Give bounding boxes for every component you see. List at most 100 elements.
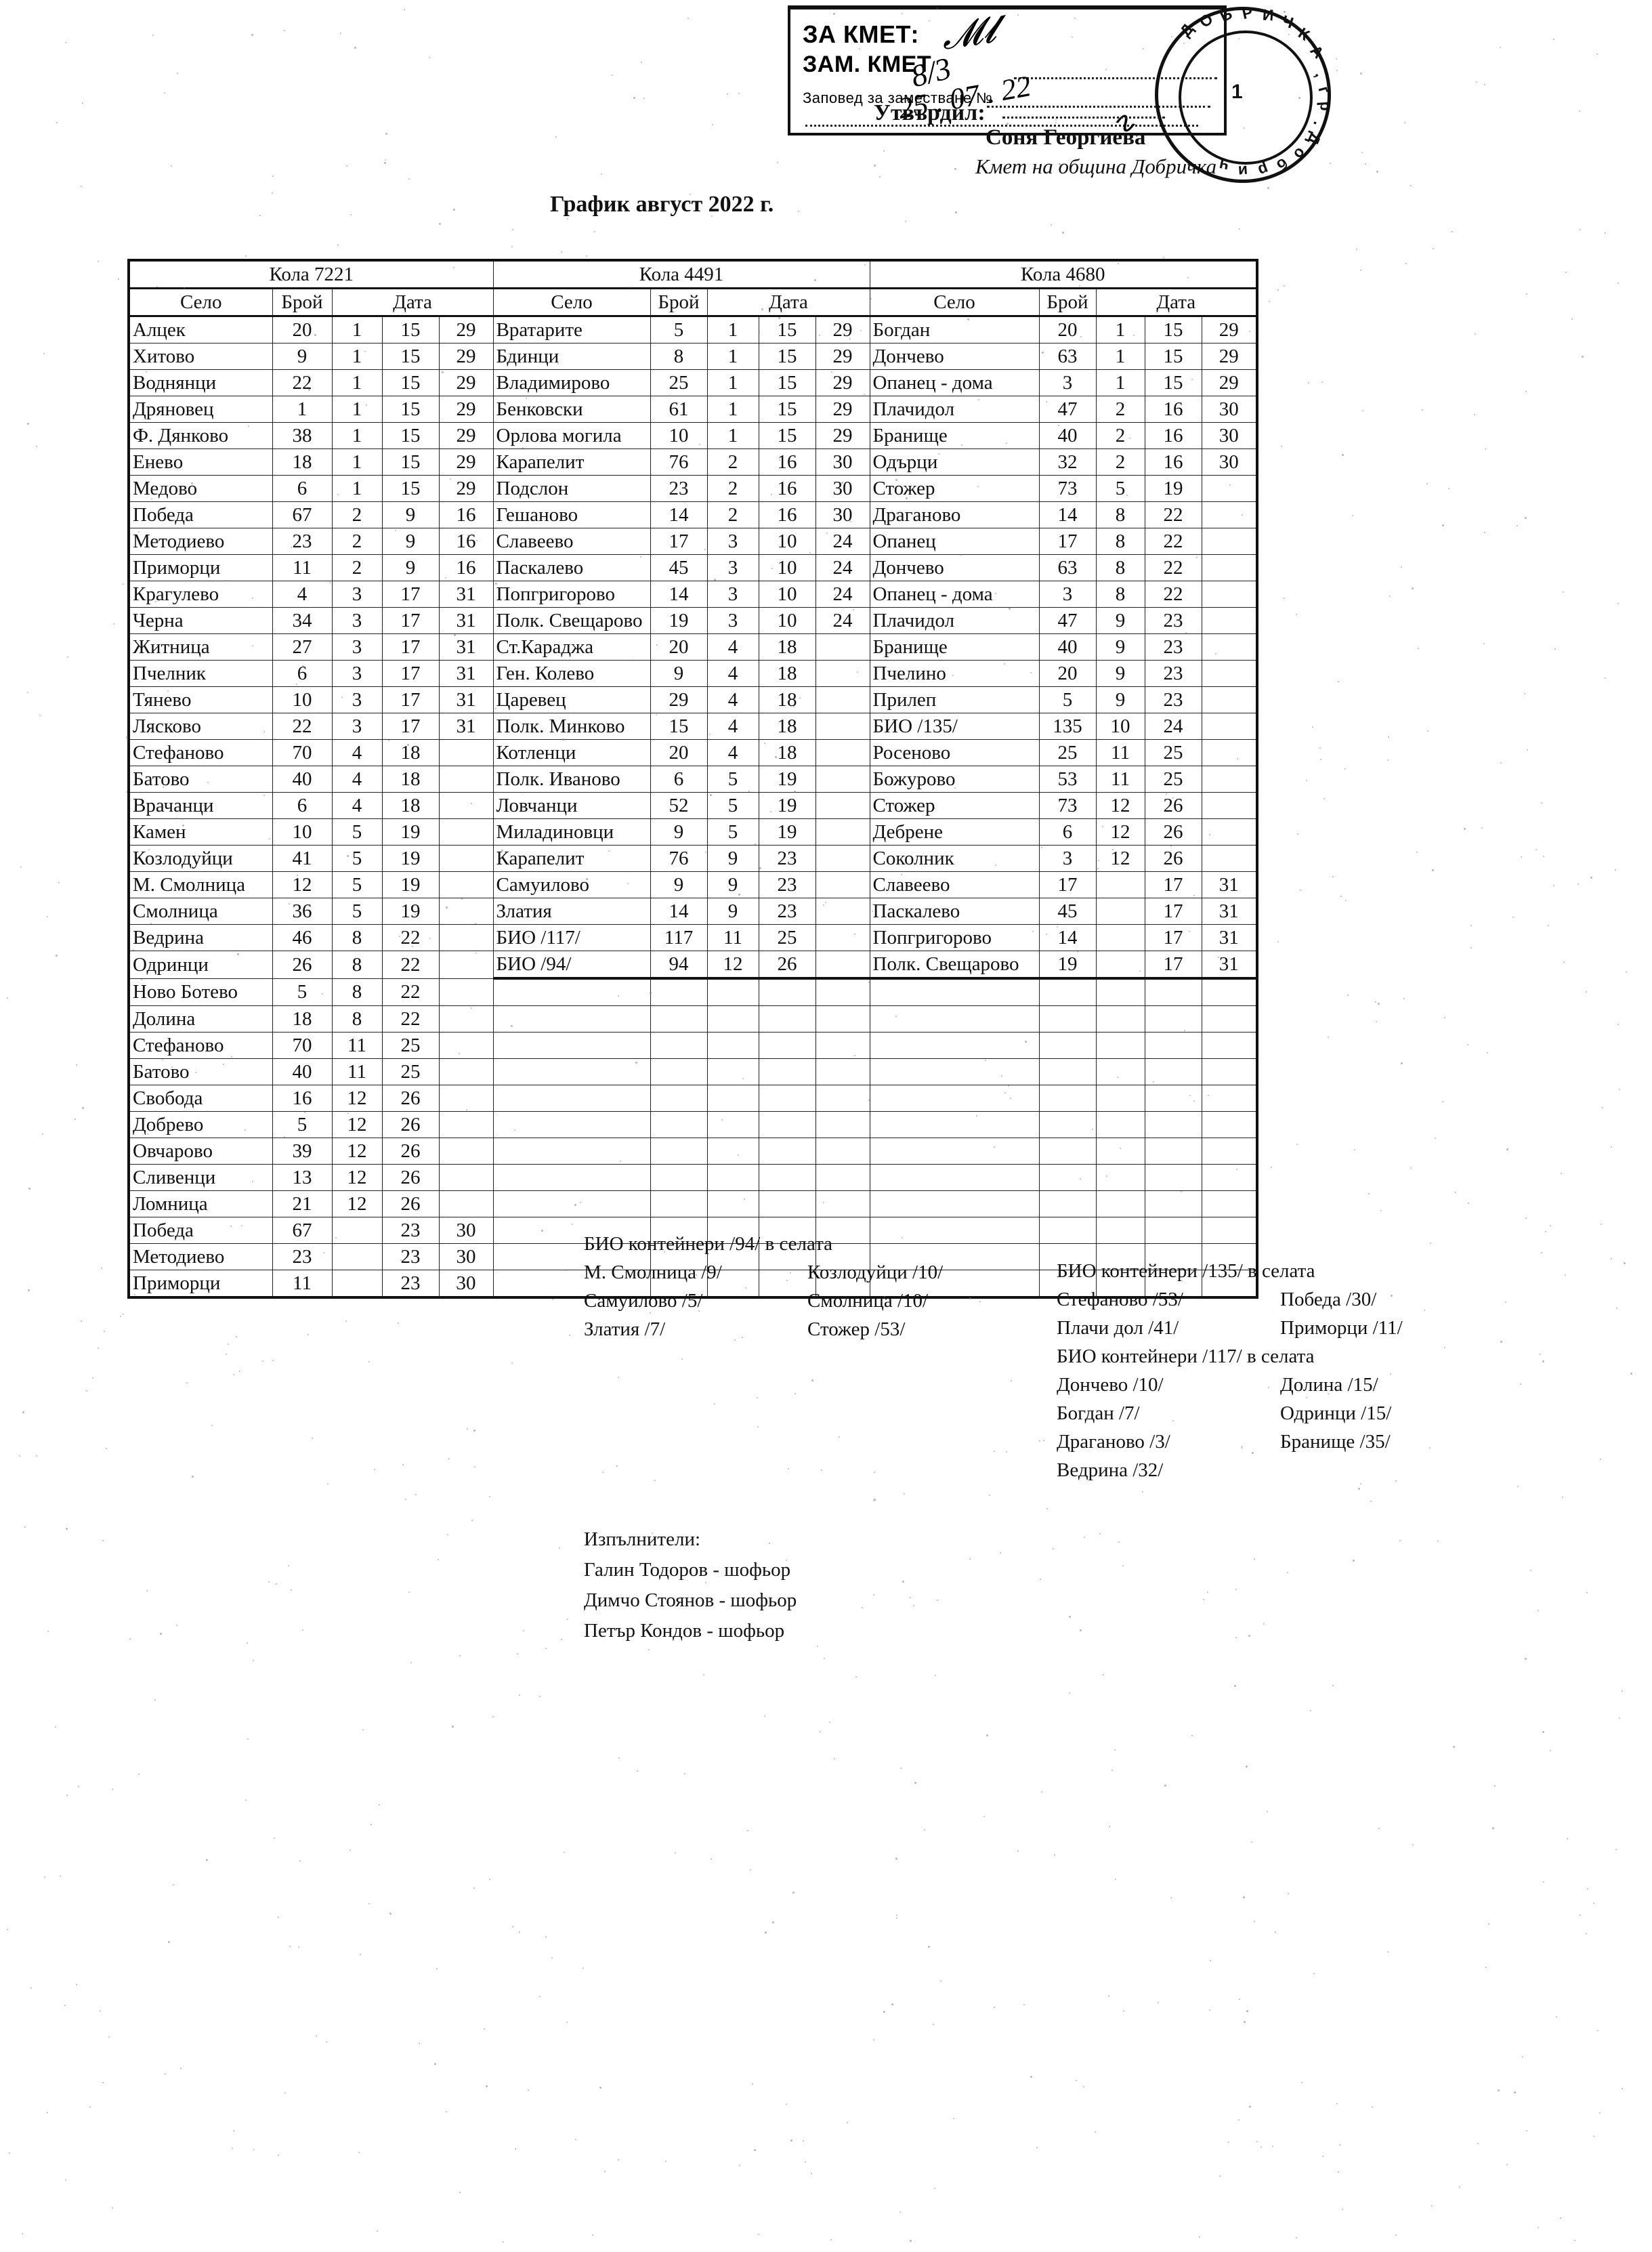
cell-date-1: 12 bbox=[1095, 818, 1145, 846]
table-cell-empty bbox=[706, 1270, 759, 1299]
table-cell-empty bbox=[1095, 1085, 1145, 1112]
cell-selo: Овчарово bbox=[127, 1138, 273, 1165]
cell-date-2: 15 bbox=[381, 475, 440, 502]
cell-date-1: 2 bbox=[706, 475, 759, 502]
cell-date-2: 9 bbox=[381, 528, 440, 555]
cell-date-3: 29 bbox=[1201, 369, 1258, 396]
cell-date-1: 2 bbox=[706, 449, 759, 476]
table-row: Батово 40 4 18 Полк. Иваново 6 5 19 Божурово 53 11… bbox=[127, 766, 1258, 793]
cell-date-2: 19 bbox=[381, 871, 440, 898]
cell-selo: Победа bbox=[127, 501, 273, 528]
col-header-broy-2: Брой bbox=[650, 288, 708, 317]
cell-date-1: 4 bbox=[331, 792, 383, 819]
table-cell-empty bbox=[815, 1138, 870, 1165]
cell-date-3: 16 bbox=[438, 528, 494, 555]
table-cell-empty bbox=[650, 1058, 708, 1085]
cell-date-3: 30 bbox=[438, 1243, 494, 1270]
table-cell-empty bbox=[492, 1058, 651, 1085]
cell-date-1: 11 bbox=[1095, 739, 1145, 766]
cell-broy: 26 bbox=[272, 951, 333, 979]
table-cell-empty bbox=[758, 1164, 816, 1191]
table-cell-empty bbox=[1095, 1243, 1145, 1270]
table-cell-empty bbox=[706, 1111, 759, 1138]
table-row: Стефаново 70 4 18 Котленци 20 4 18 Росеново 25 11 2… bbox=[127, 739, 1258, 766]
cell-selo: Орлова могила bbox=[492, 422, 651, 449]
cell-date-1: 4 bbox=[331, 739, 383, 766]
cell-date-2: 19 bbox=[758, 792, 816, 819]
bio-94-note-right: Смолница /10/ bbox=[807, 1290, 929, 1312]
cell-selo: Черна bbox=[127, 607, 273, 634]
cell-selo: Плачидол bbox=[869, 607, 1040, 634]
bio-117-note-right bbox=[1280, 1456, 1497, 1484]
table-cell-empty bbox=[1201, 1138, 1258, 1165]
table-row: Овчарово 39 12 26 bbox=[127, 1138, 1258, 1165]
table-row: Смолница 36 5 19 Златия 14 9 23 Паскалево 45 17 31 bbox=[127, 898, 1258, 925]
cell-date-2: 23 bbox=[381, 1217, 440, 1244]
table-cell-empty bbox=[1038, 1190, 1097, 1217]
cell-broy: 6 bbox=[272, 660, 333, 687]
cell-date-2: 15 bbox=[758, 396, 816, 423]
cell-broy: 22 bbox=[272, 369, 333, 396]
car-header-3: Кола 4680 bbox=[869, 259, 1258, 289]
cell-date-3: 30 bbox=[1201, 422, 1258, 449]
cell-date-1 bbox=[1095, 898, 1145, 925]
table-row: Стефаново 70 11 25 bbox=[127, 1032, 1258, 1059]
table-cell-empty bbox=[758, 1190, 816, 1217]
table-cell-empty bbox=[758, 1138, 816, 1165]
cell-selo: Владимирово bbox=[492, 369, 651, 396]
table-row: Ведрина 46 8 22 БИО /117/117 11 25 Попгригорово… bbox=[127, 924, 1258, 951]
cell-date-3 bbox=[438, 845, 494, 872]
cell-broy: 6 bbox=[272, 475, 333, 502]
col-header-selo-1: Село bbox=[127, 288, 273, 317]
cell-date-2: 15 bbox=[758, 369, 816, 396]
table-row: Свобода 16 12 26 bbox=[127, 1085, 1258, 1112]
cell-date-3 bbox=[438, 924, 494, 951]
cell-date-1: 3 bbox=[331, 660, 383, 687]
cell-date-3 bbox=[1201, 528, 1258, 555]
cell-date-2: 16 bbox=[1144, 449, 1202, 476]
cell-broy: 16 bbox=[272, 1085, 333, 1112]
cell-date-3 bbox=[815, 713, 870, 740]
col-header-data-3: Дата bbox=[1095, 288, 1258, 317]
table-cell-empty bbox=[869, 1005, 1040, 1033]
cell-date-1: 3 bbox=[331, 607, 383, 634]
cell-date-3: 31 bbox=[438, 686, 494, 713]
table-cell-empty bbox=[815, 1058, 870, 1085]
cell-date-3 bbox=[438, 1164, 494, 1191]
cell-date-2: 22 bbox=[1144, 501, 1202, 528]
cell-broy: 45 bbox=[650, 554, 708, 581]
cell-selo: Стожер bbox=[869, 792, 1040, 819]
deputy-mayor-stamp: ЗА КМЕТ: ЗАМ. КМЕТ Заповед за заместване… bbox=[788, 5, 1227, 135]
cell-date-1 bbox=[1095, 871, 1145, 898]
cell-broy: 46 bbox=[272, 924, 333, 951]
cell-date-1: 3 bbox=[706, 528, 759, 555]
cell-date-2: 23 bbox=[1144, 607, 1202, 634]
table-cell-empty bbox=[1144, 1111, 1202, 1138]
cell-selo: Попгригорово bbox=[869, 924, 1040, 951]
approver-name: Соня Георгиева bbox=[986, 125, 1146, 150]
cell-selo: Златия bbox=[492, 898, 651, 925]
cell-broy: 5 bbox=[650, 316, 708, 343]
cell-selo: Славеево bbox=[869, 871, 1040, 898]
cell-selo: Плачидол bbox=[869, 396, 1040, 423]
cell-date-1: 5 bbox=[331, 845, 383, 872]
cell-date-2: 23 bbox=[381, 1270, 440, 1299]
cell-selo: БИО /94/ bbox=[492, 951, 651, 980]
cell-selo: Бдинци bbox=[492, 343, 651, 370]
cell-date-2: 23 bbox=[381, 1243, 440, 1270]
table-row: Алцек 20 1 15 29 Вратарите 5 1 15 29 Богдан 20 1 15 29 bbox=[127, 316, 1258, 343]
handwritten-signature: 𝓜𝓵 bbox=[939, 9, 999, 58]
table-row: Тяневo 10 3 17 31 Царевец 29 4 18 Прилеп 5 9 23 bbox=[127, 686, 1258, 713]
cell-date-3: 24 bbox=[815, 581, 870, 608]
cell-date-3: 29 bbox=[815, 422, 870, 449]
table-row: Медово 6 1 15 29 Подслон 23 2 16 30 Стожер 73 5 19 bbox=[127, 475, 1258, 502]
bio-94-note-right: Козлодуйци /10/ bbox=[807, 1261, 944, 1283]
cell-broy: 10 bbox=[650, 422, 708, 449]
table-cell-empty bbox=[758, 1058, 816, 1085]
col-header-data-1: Дата bbox=[331, 288, 494, 317]
cell-broy: 14 bbox=[650, 501, 708, 528]
cell-selo: Житница bbox=[127, 633, 273, 661]
table-cell-empty bbox=[869, 1058, 1040, 1085]
cell-date-3 bbox=[1201, 501, 1258, 528]
cell-selo: Воднянци bbox=[127, 369, 273, 396]
